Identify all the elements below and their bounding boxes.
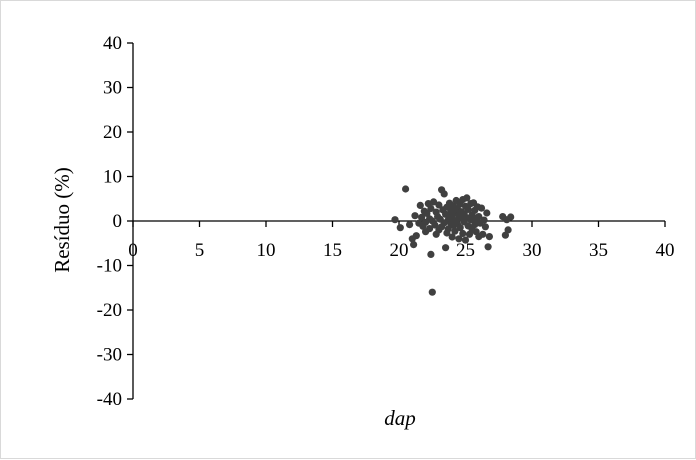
data-point — [448, 233, 456, 241]
data-point — [475, 213, 483, 221]
data-point — [427, 250, 435, 258]
data-point — [426, 225, 434, 233]
y-tick-label: -30 — [97, 345, 122, 366]
data-point — [481, 223, 489, 231]
data-point — [464, 205, 472, 213]
x-tick-label: 5 — [195, 240, 205, 261]
x-tick-label: 30 — [523, 240, 542, 261]
data-point — [451, 227, 459, 235]
x-tick-label: 20 — [390, 240, 409, 261]
data-point — [501, 231, 509, 239]
data-point — [416, 201, 424, 209]
data-point — [480, 216, 488, 224]
y-tick-label: -40 — [97, 389, 122, 410]
x-tick-label: 40 — [656, 240, 675, 261]
data-point — [485, 233, 493, 241]
data-point — [418, 213, 426, 221]
data-point — [423, 209, 431, 217]
data-point — [463, 194, 471, 202]
y-tick-label: -10 — [97, 256, 122, 277]
data-point — [430, 198, 438, 206]
data-point — [507, 213, 515, 221]
y-tick-label: 10 — [103, 167, 122, 188]
data-point — [431, 221, 439, 229]
data-point — [427, 204, 435, 213]
data-point — [461, 236, 470, 244]
data-point — [406, 221, 414, 229]
data-point — [504, 226, 512, 234]
x-tick-label: 35 — [589, 240, 608, 261]
y-tick-label: 0 — [113, 211, 123, 232]
y-axis-title: Resíduo (%) — [50, 167, 74, 273]
y-tick-labels: -40 -30 -20 -10 0 10 20 30 40 — [97, 33, 122, 410]
data-point — [391, 216, 399, 224]
y-tick-label: 40 — [103, 33, 122, 54]
data-point — [402, 185, 410, 193]
data-point — [444, 225, 452, 233]
x-tick-label: 25 — [456, 240, 475, 261]
data-point — [455, 235, 463, 243]
data-point — [435, 201, 443, 209]
data-point — [459, 229, 467, 238]
data-point — [456, 224, 464, 232]
data-point — [442, 244, 450, 252]
y-tick-marks — [127, 42, 133, 400]
data-point — [428, 288, 436, 296]
data-point — [412, 232, 420, 240]
data-point — [396, 224, 404, 232]
x-tick-label: 15 — [323, 240, 342, 261]
x-axis-title: dap — [384, 406, 416, 430]
data-point — [484, 243, 492, 251]
data-point — [479, 230, 487, 238]
data-point — [410, 241, 418, 249]
data-point — [440, 190, 448, 198]
y-tick-label: -20 — [97, 300, 122, 321]
data-points — [391, 185, 515, 296]
data-point — [411, 212, 419, 220]
y-tick-label: 20 — [103, 122, 122, 143]
y-tick-label: 30 — [103, 78, 122, 99]
data-point — [477, 204, 486, 212]
x-tick-label: 10 — [257, 240, 276, 261]
data-point — [483, 209, 491, 217]
